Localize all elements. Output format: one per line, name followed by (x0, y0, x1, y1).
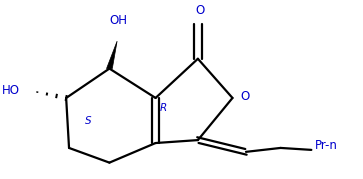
Text: O: O (240, 90, 249, 103)
Text: S: S (85, 116, 92, 126)
Text: OH: OH (109, 14, 127, 27)
Text: HO: HO (2, 84, 20, 97)
Polygon shape (106, 41, 117, 69)
Text: O: O (195, 4, 204, 17)
Text: Pr-n: Pr-n (315, 139, 338, 153)
Text: R: R (159, 103, 167, 113)
